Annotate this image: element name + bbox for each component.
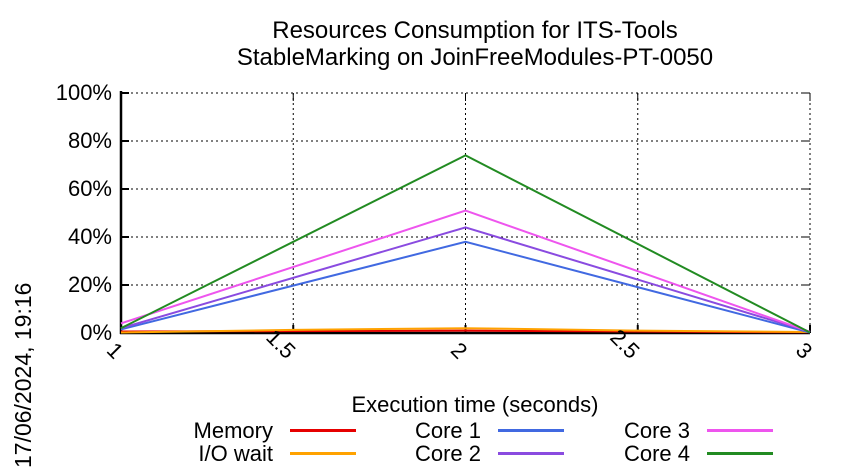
legend-item-core-3: Core 3 [581, 419, 773, 442]
legend-label-core-4: Core 4 [623, 441, 690, 466]
legend-item-core-4: Core 4 [581, 442, 773, 465]
y-tick-label-100: 100% [55, 80, 112, 105]
y-tick-label-80: 80% [67, 128, 112, 153]
y-tick-label-0: 0% [80, 320, 112, 345]
chart-title-line2: StableMarking on JoinFreeModules-PT-0050 [236, 44, 714, 71]
series-line-core-2 [120, 226, 811, 333]
y-tick-label-20: 20% [67, 272, 112, 297]
legend-item-core-1: Core 1 [372, 419, 564, 442]
chart-title: Resources Consumption for ITS-Tools Stab… [121, 17, 829, 71]
legend-item-memory: Memory [140, 419, 356, 442]
legend-item-core-2: Core 2 [372, 442, 564, 465]
legend-column-1: Memory I/O wait [140, 419, 356, 465]
y-tick-label-60: 60% [67, 176, 112, 201]
legend-item-i-o-wait: I/O wait [140, 442, 356, 465]
legend-column-3: Core 3 Core 4 [581, 419, 773, 465]
chart-title-line1: Resources Consumption for ITS-Tools [272, 17, 678, 44]
legend-label-core-2: Core 2 [414, 441, 481, 466]
legend-swatch-memory [290, 429, 356, 432]
series-line-core-4 [120, 154, 811, 334]
series-line-core-3 [120, 209, 811, 333]
legend: Memory I/O wait Core 1 Core 2 Core 3 Core 4 [0, 419, 850, 467]
legend-column-2: Core 1 Core 2 [372, 419, 564, 465]
legend-swatch-core-4 [707, 452, 773, 455]
legend-swatch-i-o-wait [290, 452, 356, 455]
legend-swatch-core-2 [498, 452, 564, 455]
series-line-core-1 [120, 240, 811, 334]
legend-label-core-3: Core 3 [623, 418, 690, 443]
legend-label-memory: Memory [193, 418, 273, 443]
legend-swatch-core-1 [498, 429, 564, 432]
series-line-i-o-wait [120, 327, 811, 334]
legend-label-i-o-wait: I/O wait [198, 441, 273, 466]
y-tick-label-40: 40% [67, 224, 112, 249]
x-axis-label: Execution time (seconds) [351, 392, 599, 417]
legend-label-core-1: Core 1 [414, 418, 481, 443]
legend-swatch-core-3 [707, 429, 773, 432]
